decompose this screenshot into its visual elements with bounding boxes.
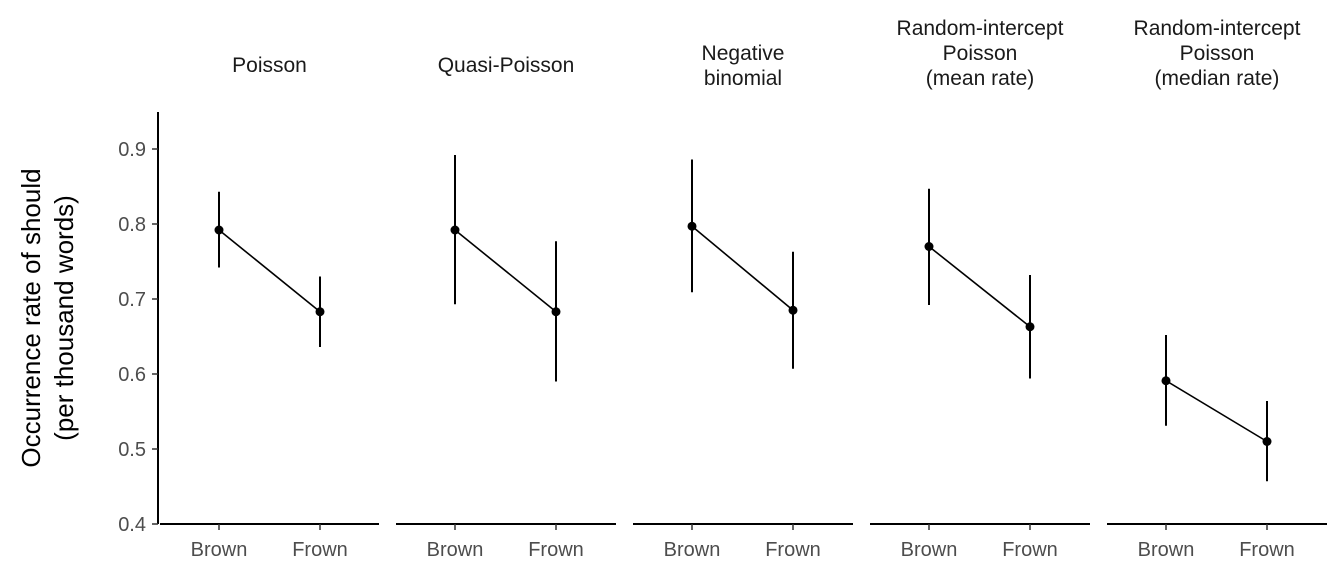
series-line	[691, 225, 794, 311]
facet-title: Quasi-Poisson	[438, 54, 575, 77]
data-point	[551, 307, 561, 317]
x-tick-label: Frown	[1239, 539, 1295, 561]
x-tick-label: Brown	[664, 539, 721, 561]
data-point	[1161, 376, 1171, 386]
facet-title: binomial	[704, 67, 782, 90]
series-line	[454, 229, 557, 313]
data-point	[687, 221, 697, 231]
data-point	[1262, 437, 1272, 446]
x-tick-label: Frown	[292, 539, 348, 561]
data-point	[1025, 322, 1035, 332]
x-tick-label: Frown	[1002, 539, 1058, 561]
facet-title: Poisson	[232, 54, 307, 77]
data-point	[450, 225, 460, 235]
x-tick-label: Brown	[427, 539, 484, 561]
y-axis-title: (per thousand words)	[49, 195, 79, 441]
facet-title: Random-intercept	[1134, 17, 1301, 40]
y-tick-label: 0.6	[118, 364, 146, 386]
y-tick-label: 0.7	[118, 289, 146, 311]
data-point	[214, 225, 224, 235]
series-line	[928, 245, 1031, 328]
y-axis-title: Occurrence rate of should	[16, 168, 46, 467]
facet-title: (mean rate)	[926, 67, 1035, 90]
data-point	[315, 307, 325, 317]
facet-title: Poisson	[943, 42, 1018, 65]
x-tick-label: Brown	[191, 539, 248, 561]
x-tick-label: Frown	[765, 539, 821, 561]
series-line	[1165, 380, 1268, 443]
x-tick-label: Brown	[1138, 539, 1195, 561]
facet-title: Poisson	[1180, 42, 1255, 65]
facet-title: (median rate)	[1155, 67, 1280, 90]
x-tick-label: Frown	[528, 539, 584, 561]
y-tick-label: 0.5	[118, 439, 146, 461]
series-line	[218, 229, 321, 313]
y-tick-label: 0.4	[118, 514, 146, 536]
data-point	[788, 305, 798, 315]
y-tick-label: 0.8	[118, 214, 146, 236]
x-tick-label: Brown	[901, 539, 958, 561]
facet-title: Negative	[702, 42, 785, 65]
data-point	[924, 242, 934, 251]
y-tick-label: 0.9	[118, 139, 146, 161]
facet-title: Random-intercept	[897, 17, 1064, 40]
